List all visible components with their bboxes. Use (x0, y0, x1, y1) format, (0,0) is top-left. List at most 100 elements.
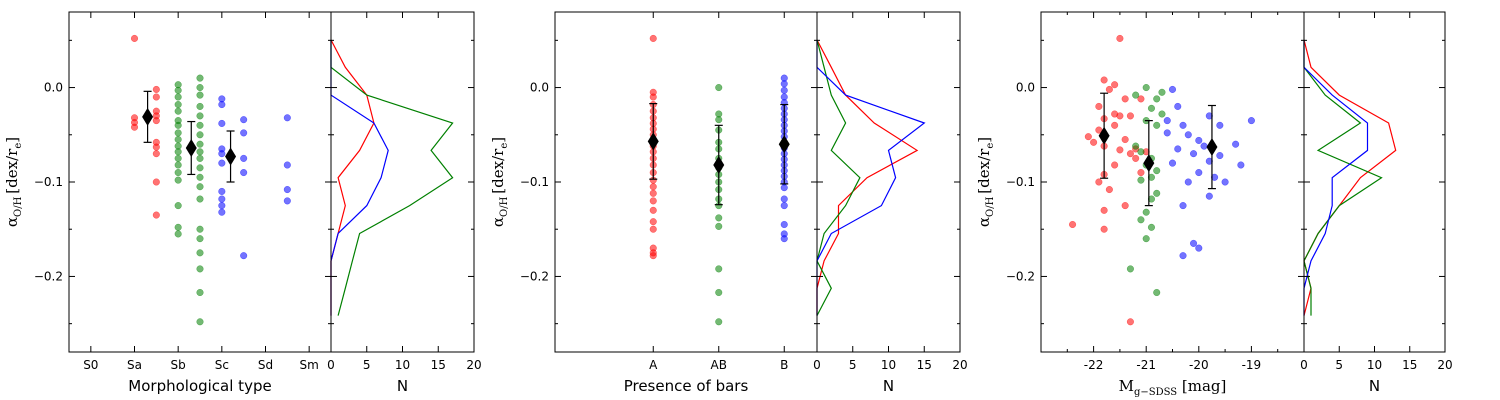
data-point (649, 252, 657, 260)
data-point (1111, 161, 1119, 169)
x-tick-label: Sb (171, 358, 186, 372)
data-point (1163, 129, 1171, 137)
hist-axes-frame (816, 11, 961, 353)
data-point (1095, 102, 1103, 110)
y-axis-label: αO/H [dex/re] (489, 137, 510, 227)
data-point (174, 101, 182, 109)
data-point (1153, 189, 1161, 197)
x-tick-label: -19 (1242, 358, 1262, 372)
mean-marker (142, 90, 154, 143)
data-point (174, 148, 182, 156)
x-tick-label: -22 (1084, 358, 1104, 372)
data-point (780, 195, 788, 203)
data-point (1105, 186, 1113, 194)
data-point (283, 197, 291, 205)
data-point (649, 93, 657, 101)
data-point (174, 176, 182, 184)
hist-x-axis-label: N (397, 377, 408, 395)
data-point (174, 93, 182, 101)
data-point (196, 84, 204, 92)
x-tick-label: Sd (258, 358, 273, 372)
hist-x-tick-label: 20 (466, 358, 481, 372)
data-point (196, 318, 204, 326)
data-point (715, 116, 723, 124)
hist-x-tick-label: 15 (1402, 358, 1417, 372)
mean-marker (778, 103, 790, 185)
data-point (1137, 216, 1145, 224)
data-point (1168, 85, 1177, 93)
x-axis-label: Morphological type (128, 377, 271, 395)
y-axis-label-part: O/H (13, 196, 24, 217)
data-point (1195, 169, 1203, 177)
data-point (1184, 178, 1192, 186)
y-tick-label: −0.1 (34, 175, 63, 189)
mean-marker (1098, 92, 1110, 179)
y-axis-label-part: O/H (985, 196, 996, 217)
y-tick-label: −0.1 (1006, 175, 1035, 189)
data-point (196, 164, 204, 172)
data-point (1147, 104, 1156, 112)
data-point (196, 131, 204, 139)
y-axis-label-part: [dex/r (975, 148, 993, 194)
mean-diamond (1143, 154, 1155, 173)
data-point (218, 119, 226, 127)
series-morph-1 (174, 74, 204, 326)
data-point (240, 252, 248, 260)
hist-x-axis-label: N (1369, 377, 1380, 395)
data-point (1205, 192, 1213, 200)
data-point (218, 159, 226, 167)
data-point (1189, 239, 1198, 247)
data-point (196, 140, 204, 148)
x-axis-label-end: [mag] (1177, 377, 1226, 395)
x-axis-label: Presence of bars (624, 377, 749, 395)
hist-x-tick-label: 5 (1335, 358, 1343, 372)
data-point (130, 123, 139, 131)
data-point (715, 318, 723, 326)
data-point (780, 220, 788, 229)
data-point (1179, 252, 1187, 260)
data-point (1163, 117, 1171, 125)
data-point (1090, 138, 1098, 146)
x-tick-label: S0 (83, 358, 98, 372)
data-point (240, 154, 248, 162)
data-point (196, 121, 204, 129)
data-point (1211, 173, 1219, 181)
data-point (174, 135, 182, 144)
x-axis-label-main: M (1119, 377, 1134, 395)
data-point (240, 129, 248, 137)
data-point (649, 34, 657, 42)
data-point (1184, 131, 1192, 139)
data-point (1153, 167, 1161, 175)
data-point (715, 84, 723, 92)
data-point (780, 235, 788, 243)
data-point (1121, 202, 1129, 210)
data-point (196, 154, 204, 162)
data-point (1205, 157, 1213, 165)
scatter-axes-frame (1040, 11, 1305, 353)
x-axis-label-sub: g−SDSS (1134, 387, 1177, 398)
mean-marker (713, 124, 725, 206)
data-point (174, 161, 182, 169)
data-point (1132, 154, 1140, 162)
y-axis-label-part: e (13, 143, 24, 149)
data-point (1153, 121, 1161, 129)
data-point (1100, 76, 1108, 84)
data-point (174, 223, 182, 231)
data-point (649, 189, 657, 197)
data-point (1158, 110, 1166, 118)
data-point (1174, 102, 1182, 110)
mean-diamond (647, 132, 659, 151)
data-point (196, 288, 204, 297)
series-mag-2 (1163, 85, 1255, 260)
hist-line-morph-1 (330, 39, 454, 316)
data-point (715, 265, 723, 273)
hist-x-tick-label: 10 (881, 358, 896, 372)
x-tick-label: -21 (1136, 358, 1156, 372)
data-point (1195, 136, 1203, 144)
hist-x-tick-label: 20 (952, 358, 967, 372)
data-point (1216, 121, 1224, 129)
hist-x-tick-label: 0 (813, 358, 821, 372)
y-tick-label: −0.2 (1006, 269, 1035, 283)
x-tick-label: A (649, 358, 658, 372)
data-point (152, 93, 160, 101)
